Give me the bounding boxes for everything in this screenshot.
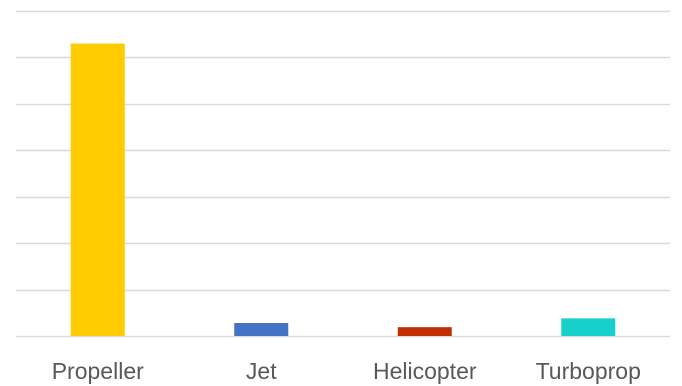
gridlines bbox=[16, 10, 670, 338]
x-tick-label-jet: Jet bbox=[246, 358, 277, 384]
x-tick-label-helicopter: Helicopter bbox=[373, 358, 477, 384]
bar-helicopter bbox=[397, 327, 452, 336]
bars bbox=[70, 43, 616, 336]
x-tick-label-turboprop: Turboprop bbox=[536, 358, 641, 384]
category-axis: Propeller Jet Helicopter Turboprop bbox=[52, 358, 641, 384]
bar-jet bbox=[234, 323, 289, 336]
x-tick-label-propeller: Propeller bbox=[52, 358, 144, 384]
bar-turboprop bbox=[561, 318, 616, 336]
bar-propeller bbox=[70, 43, 125, 336]
